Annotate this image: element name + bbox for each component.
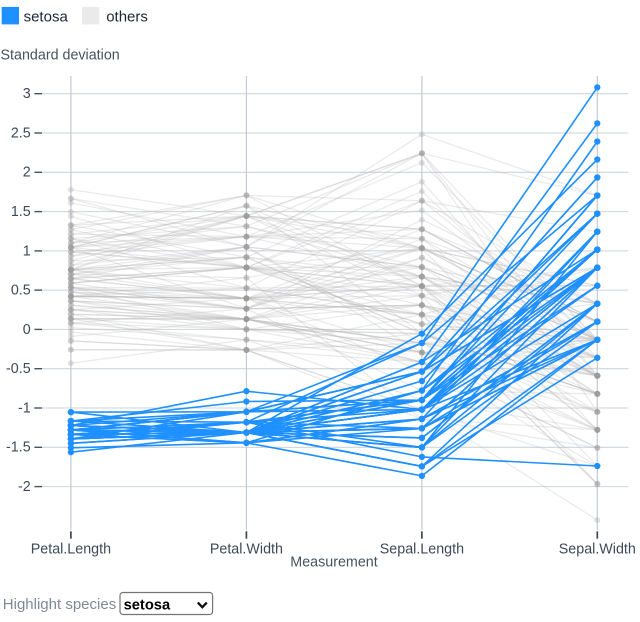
svg-text:1: 1 (23, 243, 31, 259)
svg-text:-0.5: -0.5 (6, 361, 31, 377)
svg-text:Standard deviation: Standard deviation (1, 48, 120, 64)
svg-text:-2: -2 (18, 479, 31, 495)
svg-text:Highlight species: Highlight species (3, 596, 116, 613)
svg-text:Sepal.Length: Sepal.Length (380, 542, 464, 558)
svg-text:others: others (106, 9, 148, 26)
svg-text:3: 3 (23, 86, 31, 102)
svg-text:Petal.Width: Petal.Width (210, 542, 283, 558)
svg-text:Measurement: Measurement (290, 555, 377, 571)
svg-text:2: 2 (23, 165, 31, 181)
svg-text:Petal.Length: Petal.Length (31, 542, 111, 558)
svg-text:2.5: 2.5 (11, 125, 31, 141)
svg-text:setosa: setosa (24, 9, 69, 26)
svg-text:0: 0 (23, 322, 31, 338)
svg-text:1.5: 1.5 (11, 204, 31, 220)
svg-text:0.5: 0.5 (11, 283, 31, 299)
svg-text:-1.5: -1.5 (6, 440, 31, 456)
svg-text:setosa: setosa (124, 597, 171, 613)
svg-text:Sepal.Width: Sepal.Width (559, 542, 636, 558)
svg-text:-1: -1 (18, 400, 31, 416)
